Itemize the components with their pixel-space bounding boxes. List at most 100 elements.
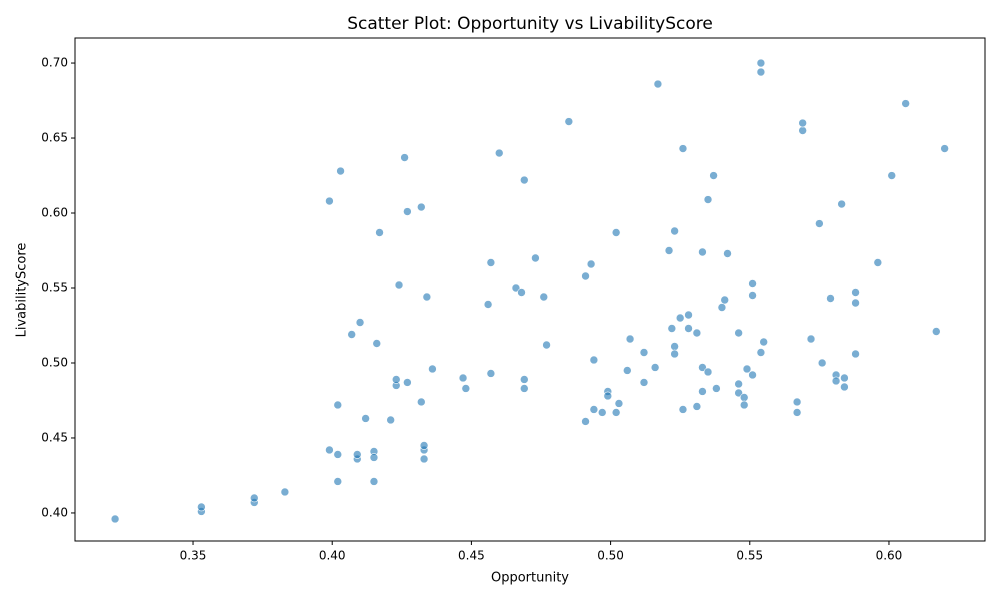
point [197, 502, 206, 512]
point [386, 415, 395, 425]
point [756, 58, 766, 68]
point [815, 219, 824, 228]
point [717, 303, 727, 312]
point [667, 324, 677, 333]
point [622, 366, 632, 375]
point [519, 375, 529, 384]
point [639, 378, 649, 387]
point [831, 376, 841, 386]
point [670, 226, 679, 236]
point [670, 342, 679, 351]
point [851, 288, 860, 297]
point [428, 364, 437, 374]
point [110, 514, 120, 524]
point [416, 397, 426, 407]
point [494, 148, 504, 158]
point [712, 384, 721, 393]
point [734, 328, 743, 338]
x-axis-label: Opportunity [491, 571, 569, 586]
point [851, 298, 860, 308]
point [840, 373, 849, 383]
point [372, 339, 382, 348]
point [698, 247, 707, 257]
point [280, 487, 290, 497]
point [249, 493, 259, 503]
point [748, 291, 757, 300]
point [519, 175, 529, 185]
plot-frame [74, 37, 986, 542]
point [486, 369, 496, 378]
point [734, 388, 743, 398]
point [698, 363, 707, 372]
point [692, 402, 702, 411]
y-tick-label: 0.60 [41, 206, 68, 220]
x-tick-label: 0.35 [180, 549, 207, 563]
point [678, 144, 688, 153]
point [419, 441, 429, 450]
point [589, 355, 599, 365]
point [394, 280, 404, 290]
point [369, 477, 379, 486]
x-tick-label: 0.60 [876, 549, 903, 563]
point [419, 454, 429, 464]
y-tick-label: 0.65 [41, 131, 68, 145]
point [664, 246, 674, 255]
point [603, 391, 613, 401]
point [586, 259, 596, 269]
point [611, 228, 621, 237]
point [625, 334, 635, 344]
point [723, 249, 732, 258]
point [461, 384, 471, 393]
point [817, 358, 827, 368]
point [792, 408, 802, 417]
point [798, 126, 807, 135]
point [403, 378, 412, 387]
point [692, 328, 702, 338]
point [400, 153, 409, 162]
point [756, 67, 766, 77]
point [519, 384, 529, 393]
x-tick-label: 0.45 [458, 549, 485, 563]
point [931, 327, 941, 336]
point [720, 295, 730, 305]
point [361, 414, 370, 423]
point [333, 450, 343, 459]
point [887, 171, 897, 180]
point [391, 375, 401, 384]
point [798, 118, 807, 128]
point [483, 300, 493, 309]
point [756, 348, 766, 357]
point [703, 195, 713, 204]
point [355, 318, 365, 327]
point [486, 258, 496, 267]
point [792, 397, 802, 407]
point [458, 373, 468, 383]
point [901, 99, 910, 108]
point [684, 324, 693, 333]
point [748, 279, 757, 288]
point [422, 292, 432, 302]
point [531, 253, 540, 263]
point [653, 79, 663, 89]
point [614, 399, 624, 408]
point [675, 313, 685, 323]
x-tick-label: 0.40 [319, 549, 346, 563]
point [851, 349, 860, 359]
point [734, 379, 743, 389]
point [347, 330, 357, 339]
point [703, 367, 713, 377]
x-tick-label: 0.55 [736, 549, 763, 563]
point [542, 340, 551, 350]
point [403, 207, 412, 216]
point [806, 334, 816, 344]
point [325, 445, 334, 455]
y-tick-label: 0.55 [41, 281, 68, 295]
point [739, 400, 749, 410]
point [759, 337, 768, 347]
point [709, 171, 718, 180]
point [336, 166, 345, 176]
point [511, 283, 521, 293]
point [581, 271, 590, 281]
point [539, 292, 549, 302]
y-axis-label: LivabilityScore [15, 243, 30, 338]
